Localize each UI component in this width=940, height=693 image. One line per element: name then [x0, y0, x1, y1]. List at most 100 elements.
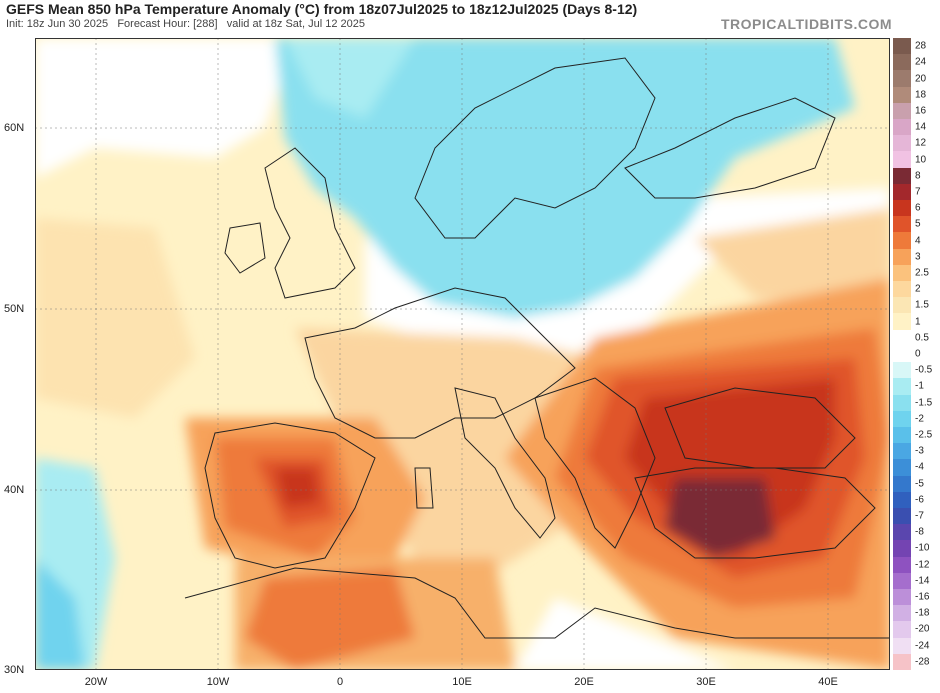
colorbar-swatch	[893, 102, 911, 120]
anomaly-map	[35, 38, 890, 670]
colorbar-label: 1	[915, 316, 921, 328]
colorbar-label: -1	[915, 380, 924, 392]
colorbar-swatch	[893, 637, 911, 655]
colorbar-label: 10	[915, 154, 927, 166]
colorbar-label: 24	[915, 56, 927, 68]
lon-label-0: 0	[336, 676, 344, 688]
colorbar-swatch	[893, 653, 911, 671]
colorbar-label: -2	[915, 413, 924, 425]
colorbar-label: -24	[915, 640, 930, 652]
lon-label-40e: 40E	[818, 676, 838, 688]
colorbar-swatch	[893, 588, 911, 606]
lon-label-20w: 20W	[84, 676, 108, 688]
colorbar-swatch	[893, 378, 911, 395]
colorbar-swatch	[893, 345, 911, 363]
colorbar-swatch	[893, 248, 911, 266]
colorbar-swatch	[893, 70, 911, 88]
colorbar-label: -18	[915, 607, 930, 619]
colorbar-label: -4	[915, 461, 924, 473]
colorbar-swatch	[893, 605, 911, 622]
lon-label-30e: 30E	[696, 676, 716, 688]
colorbar-swatch	[893, 151, 911, 169]
map-subtitle: Init: 18z Jun 30 2025 Forecast Hour: [28…	[6, 18, 637, 30]
colorbar-label: 5	[915, 218, 921, 230]
colorbar-label: 20	[915, 73, 927, 84]
colorbar-swatch	[893, 524, 911, 541]
colorbar-swatch	[893, 135, 911, 152]
colorbar-label: -14	[915, 575, 930, 587]
colorbar-swatch	[893, 119, 911, 136]
colorbar-swatch	[893, 540, 911, 558]
colorbar-label: 4	[915, 235, 921, 247]
colorbar-label: 16	[915, 105, 927, 117]
map-header: GEFS Mean 850 hPa Temperature Anomaly (°…	[6, 1, 637, 30]
colorbar-swatch	[893, 38, 911, 55]
colorbar-swatch	[893, 572, 911, 590]
graticule	[35, 38, 890, 670]
colorbar-swatch	[893, 200, 911, 217]
colorbar-label: 6	[915, 202, 921, 214]
colorbar-label: 7	[915, 186, 921, 198]
lon-label-20e: 20E	[574, 676, 594, 688]
colorbar-swatch	[893, 507, 911, 525]
colorbar-swatch	[893, 54, 911, 71]
colorbar-label: 3	[915, 251, 921, 263]
colorbar-swatch	[893, 167, 911, 185]
colorbar-swatch	[893, 216, 911, 233]
colorbar-label: -12	[915, 559, 930, 571]
colorbar-label: -2.5	[915, 429, 933, 441]
colorbar-label: -20	[915, 623, 930, 635]
colorbar-swatch	[893, 410, 911, 428]
colorbar-label: 12	[915, 137, 927, 149]
coastlines	[184, 57, 890, 639]
forecast-hour: Forecast Hour: [288]	[117, 18, 218, 30]
colorbar-label: -1.5	[915, 397, 933, 409]
colorbar-label: 14	[915, 121, 927, 133]
colorbar-swatch	[893, 297, 911, 314]
lat-label-60n: 60N	[4, 122, 25, 134]
colorbar-label: 18	[915, 89, 927, 101]
colorbar-label: 2	[915, 283, 921, 295]
map-title: GEFS Mean 850 hPa Temperature Anomaly (°…	[6, 1, 638, 17]
brand-watermark: TROPICALTIDBITS.COM	[720, 16, 892, 32]
colorbar-swatch	[893, 556, 911, 574]
colorbar-swatch	[893, 86, 911, 104]
colorbar-swatch	[893, 394, 911, 412]
colorbar-label: -3	[915, 445, 924, 457]
lat-label-50n: 50N	[4, 303, 25, 315]
colorbar-label: -5	[915, 478, 924, 490]
colorbar-label: -8	[915, 526, 924, 538]
lat-label-30n: 30N	[4, 664, 25, 676]
colorbar-label: 2.5	[915, 267, 929, 279]
colorbar-label: -6	[915, 494, 924, 506]
colorbar-label: 8	[915, 170, 921, 182]
colorbar-swatch	[893, 362, 911, 379]
colorbar-label: 1.5	[915, 299, 929, 311]
colorbar-label: -10	[915, 542, 930, 554]
colorbar-legend: 28 24 20 18 16 14 12 10 8 7 6 5 4 3 2.5 2 1.5 1 0.5 0 -0.5 -1…	[893, 38, 932, 671]
colorbar-label: 0	[915, 348, 921, 360]
colorbar-swatch	[893, 443, 911, 460]
colorbar-label: 28	[915, 40, 927, 52]
colorbar-swatch	[893, 264, 911, 282]
colorbar-swatch	[893, 621, 911, 639]
colorbar-label: -0.5	[915, 364, 933, 376]
valid-time: valid at 18z Sat, Jul 12 2025	[226, 18, 365, 30]
colorbar-swatch	[893, 313, 911, 331]
colorbar-swatch	[893, 183, 911, 201]
lon-label-10e: 10E	[452, 676, 472, 688]
colorbar-swatch	[893, 459, 911, 477]
colorbar-label: -7	[915, 510, 924, 522]
anomaly-field-svg	[35, 38, 890, 670]
colorbar-swatch	[893, 426, 911, 444]
colorbar-swatch	[893, 232, 911, 250]
colorbar-swatch	[893, 491, 911, 509]
colorbar-swatch	[893, 281, 911, 298]
colorbar-label: 0.5	[915, 332, 929, 344]
colorbar-swatch	[893, 475, 911, 493]
colorbar-swatch	[893, 329, 911, 347]
lat-label-40n: 40N	[4, 484, 25, 496]
init-time: Init: 18z Jun 30 2025	[6, 18, 109, 30]
colorbar-label: -16	[915, 591, 930, 603]
colorbar-label: -28	[915, 656, 930, 668]
